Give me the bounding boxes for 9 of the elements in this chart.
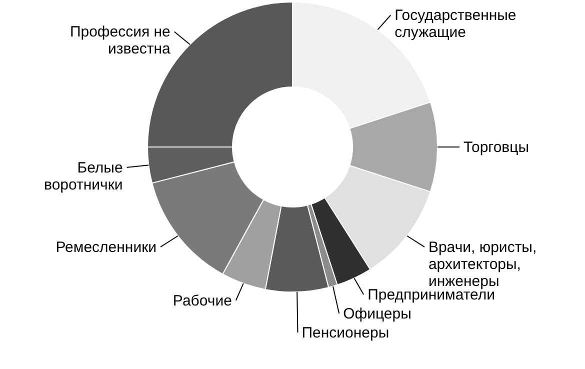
slice-label: Государственные служащие bbox=[394, 7, 516, 42]
slice-label: Врачи, юристы, архитекторы, инженеры bbox=[428, 238, 537, 290]
slice-label: Профессия не известна bbox=[70, 24, 172, 58]
slice-label: Пенсионеры bbox=[302, 324, 390, 342]
slice-label: Ремесленники bbox=[56, 238, 157, 256]
slice-label: Офицеры bbox=[343, 305, 412, 322]
slice-label: Торговцы bbox=[464, 139, 530, 156]
slice-label: Рабочие bbox=[172, 292, 232, 310]
slice-label: Белые воротнички bbox=[44, 159, 123, 194]
